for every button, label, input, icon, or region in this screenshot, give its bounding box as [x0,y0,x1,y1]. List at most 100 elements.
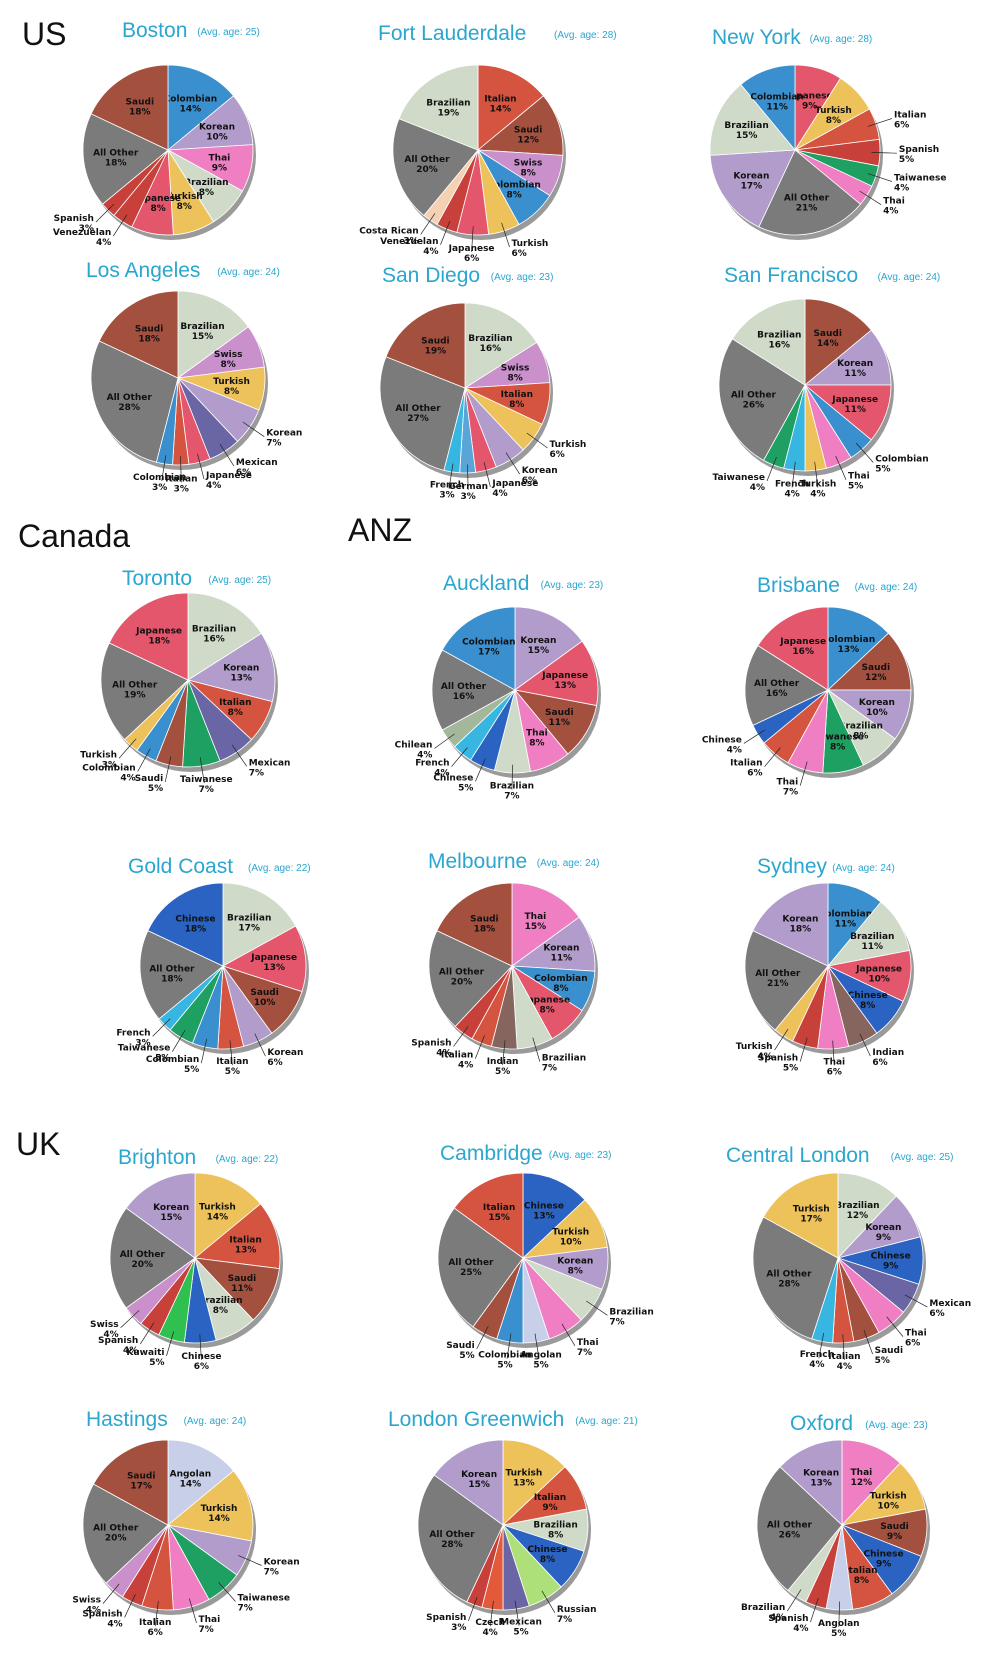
data-label-value: 8% [507,374,522,384]
pie-los-angeles: Los Angeles (Avg. age: 24) Brazilian15%Swi… [86,259,302,494]
pie-slice-turkish [194,1172,262,1259]
chart-title-london-greenwich: London Greenwich [388,1408,564,1431]
data-label-name: Spanish [758,1054,798,1064]
data-label-value: 28% [118,403,140,413]
leader-line [468,1596,478,1622]
data-label-name: Thai [851,1468,873,1478]
data-label-value: 8% [520,168,535,178]
leader-line [140,1322,155,1345]
data-label-name: Russian [557,1605,597,1615]
data-label-value: 8% [540,1555,555,1565]
data-label-name: Saudi [880,1522,909,1532]
leader-line [474,1035,485,1059]
data-label-value: 10% [206,133,228,143]
data-label-name: Angolan [520,1351,562,1361]
data-label-value: 10% [868,974,890,984]
data-label-value: 3% [451,1623,466,1633]
data-label-name: Brazilian [192,625,236,635]
data-label-value: 4% [96,238,111,248]
chart-subtitle-london-greenwich: (Avg. age: 21) [575,1416,638,1427]
pie-slice-saudi [826,632,912,691]
data-label-value: 6% [827,1067,842,1077]
data-label-name: French [415,759,449,769]
data-label-value: 10% [560,1238,582,1248]
pie-slice-all-other [758,149,862,236]
leader-line [764,747,781,767]
data-label-name: Korean [264,1558,300,1568]
data-label-value: 7% [249,768,264,778]
data-label-value: 4% [784,489,799,499]
chart-title-san-francisco: San Francisco [724,264,858,287]
leader-line [95,203,115,223]
data-label-name: French [430,481,464,491]
data-label-name: All Other [784,193,830,203]
leader-line [120,1310,140,1329]
data-label-name: Swiss [90,1320,119,1330]
data-label-name: Thai [577,1338,599,1348]
data-label-name: Brazilian [468,334,512,344]
data-label-name: Italian [139,1618,171,1628]
data-label-value: 5% [458,783,473,793]
data-label-name: Colombian [534,974,587,984]
pie-brisbane: Brisbane (Avg. age: 24)Colombian13%Saudi1… [702,574,917,798]
data-label-name: Brazilian [426,98,470,108]
data-label-value: 14% [207,1212,229,1222]
chart-title-fort-lauderdale: Fort Lauderdale [378,22,526,45]
leader-line [161,455,167,482]
pie-slice-brazilian [731,298,806,386]
leader-line [152,1018,171,1037]
data-label-name: Italian [845,1566,877,1576]
chart-subtitle-auckland: (Avg. age: 23) [541,580,604,591]
data-label-value: 5% [875,1356,890,1366]
data-label-value: 9% [887,1532,902,1542]
data-label-value: 13% [533,1212,555,1222]
data-label-name: Taiwanese [811,733,864,743]
leader-line [532,1037,541,1062]
leader-line [832,1040,835,1066]
data-label-value: 28% [778,1279,800,1289]
pie-slice-korean [709,149,796,228]
data-label-value: 4% [727,745,742,755]
data-label-name: Costa Rican [359,226,418,236]
chart-subtitle-sydney: (Avg. age: 24) [832,863,895,874]
leader-line [242,421,265,437]
data-label-value: 18% [474,925,496,935]
data-label-name: Colombian [487,180,540,190]
data-label-value: 4% [809,1360,824,1370]
data-label-value: 8% [509,400,524,410]
data-label-name: Italian [483,1203,515,1213]
data-label-value: 4% [793,1624,808,1634]
chart-subtitle-new-york: (Avg. age: 28) [810,34,873,45]
pie-slice-korean [514,606,583,691]
data-label-value: 3% [152,483,167,493]
leader-line [254,1033,266,1057]
data-label-value: 7% [266,439,281,449]
data-label-name: Italian [216,1057,248,1067]
leader-line [886,1316,904,1337]
data-label-name: Turkish [512,239,549,249]
pie-slice-japanese [221,925,307,993]
chart-subtitle-melbourne: (Avg. age: 24) [537,858,600,869]
chart-title-brighton: Brighton [118,1146,196,1169]
pie-slice-saudi [804,298,872,386]
chart-subtitle-brisbane: (Avg. age: 24) [855,582,918,593]
data-label-name: Brazilian [180,322,224,332]
data-label-name: Turkish [870,1492,907,1502]
data-label-value: 7% [557,1615,572,1625]
pie-slice-brazilian [837,1172,897,1260]
pie-slice-turkish [762,1172,839,1259]
leader-line [453,1026,469,1047]
data-label-name: Czech [475,1618,505,1628]
leader-line [791,461,796,488]
data-label-value: 7% [577,1348,592,1358]
data-label-name: Korean [859,698,895,708]
data-label-name: Indian [487,1057,519,1067]
data-label-value: 4% [123,1346,138,1356]
data-label-value: 4% [458,1061,473,1071]
pie-slice-all-other [82,113,169,205]
leader-line [867,173,893,182]
data-label-name: Korean [803,1469,839,1479]
